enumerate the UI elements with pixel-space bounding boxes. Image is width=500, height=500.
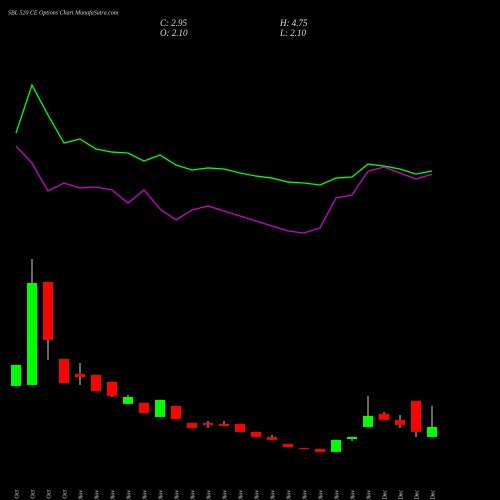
candle-body bbox=[219, 423, 229, 426]
candle-body bbox=[139, 402, 149, 413]
candle-body bbox=[155, 399, 165, 417]
x-tick-label: 04 Dec bbox=[429, 490, 436, 500]
candle-body bbox=[251, 431, 261, 437]
candle-body bbox=[75, 373, 85, 377]
x-tick-label: 29 Oct bbox=[30, 490, 36, 500]
x-tick-label: 31 Oct bbox=[62, 490, 68, 500]
x-tick-label: 26 Nov bbox=[334, 490, 340, 500]
x-tick-label: 10 Nov bbox=[142, 490, 148, 500]
x-tick-label: 04 Nov bbox=[93, 490, 100, 500]
x-tick-label: 25 Nov bbox=[318, 490, 324, 500]
candle-body bbox=[43, 281, 53, 340]
candle-body bbox=[27, 282, 37, 385]
candle-body bbox=[123, 396, 133, 404]
x-tick-label: 03 Nov bbox=[78, 490, 84, 500]
open-label: O: 2.10 bbox=[160, 28, 188, 38]
candle-body bbox=[427, 426, 437, 437]
candle-body bbox=[267, 436, 277, 440]
candle-body bbox=[203, 422, 213, 425]
close-label: C: 2.95 bbox=[160, 18, 188, 28]
candle-body bbox=[395, 419, 405, 425]
candle-body bbox=[187, 422, 197, 428]
candle-body bbox=[331, 439, 341, 452]
candle-body bbox=[91, 374, 101, 391]
x-tick-label: 03 Dec bbox=[414, 490, 420, 500]
candle-body bbox=[11, 364, 21, 386]
x-tick-label: 24 Nov bbox=[301, 490, 308, 500]
x-tick-label: 01 Dec bbox=[382, 490, 388, 500]
x-tick-label: 27 Oct bbox=[14, 490, 20, 500]
x-tick-label: 12 Nov bbox=[174, 490, 180, 500]
indicator-line bbox=[15, 145, 433, 234]
candle-body bbox=[283, 443, 293, 447]
candle-body bbox=[299, 447, 309, 449]
candle-body bbox=[379, 413, 389, 420]
candle-body bbox=[347, 436, 357, 439]
x-tick-label: 02 Dec bbox=[398, 490, 404, 500]
x-tick-label: 30 Oct bbox=[46, 490, 52, 500]
x-tick-label: 18 Nov bbox=[238, 490, 244, 500]
x-tick-label: 17 Nov bbox=[222, 490, 228, 500]
candle-body bbox=[235, 423, 245, 432]
candle-body bbox=[315, 448, 325, 452]
high-label: H: 4.75 bbox=[279, 18, 308, 28]
x-tick-label: 07 Nov bbox=[126, 490, 132, 500]
x-tick-label: 28 Nov bbox=[366, 490, 372, 500]
x-tick-label: 14 Nov bbox=[205, 490, 212, 500]
x-tick-label: 13 Nov bbox=[190, 490, 196, 500]
x-tick-label: 20 Nov bbox=[270, 490, 276, 500]
x-tick-label: 21 Nov bbox=[286, 490, 292, 500]
candle-body bbox=[411, 400, 421, 432]
x-tick-label: 11 Nov bbox=[158, 490, 164, 500]
indicator-line bbox=[15, 83, 433, 186]
candle-body bbox=[171, 405, 181, 419]
x-tick-label: 06 Nov bbox=[110, 490, 116, 500]
candle-body bbox=[107, 381, 117, 396]
low-label: L: 2.10 bbox=[279, 28, 307, 38]
candle-body bbox=[59, 358, 69, 383]
candle-body bbox=[363, 415, 373, 427]
x-tick-label: 27 Nov bbox=[350, 490, 356, 500]
x-tick-label: 19 Nov bbox=[254, 490, 260, 500]
chart-title: SBL 520 CE Options Chart MunafaSutra.com bbox=[8, 9, 119, 16]
